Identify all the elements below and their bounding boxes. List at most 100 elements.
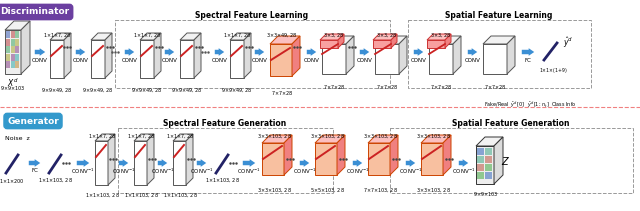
Text: CONV: CONV bbox=[357, 58, 373, 62]
Text: CONV$^{-1}$: CONV$^{-1}$ bbox=[151, 166, 175, 176]
Text: CONV: CONV bbox=[212, 58, 228, 62]
Polygon shape bbox=[180, 33, 201, 40]
Polygon shape bbox=[173, 134, 193, 141]
Text: CONV$^{-1}$: CONV$^{-1}$ bbox=[112, 166, 136, 176]
Text: $1{\times}1{\times}(1{+}9)$: $1{\times}1{\times}(1{+}9)$ bbox=[539, 66, 567, 75]
Bar bbox=[485, 172, 492, 179]
Polygon shape bbox=[270, 44, 292, 76]
Text: $7{\times}7{\times}28$: $7{\times}7{\times}28$ bbox=[430, 83, 452, 91]
Polygon shape bbox=[391, 34, 397, 48]
Text: CONV: CONV bbox=[32, 58, 48, 62]
Bar bbox=[6, 46, 10, 53]
Text: $1{\times}1{\times}103,\,28$: $1{\times}1{\times}103,\,28$ bbox=[205, 177, 239, 184]
Polygon shape bbox=[154, 33, 161, 78]
Polygon shape bbox=[230, 33, 251, 40]
Bar bbox=[408, 20, 591, 88]
Text: $9{\times}9{\times}49,\,28$: $9{\times}9{\times}49,\,28$ bbox=[41, 87, 73, 95]
Text: $1{\times}1{\times}7,\,28$: $1{\times}1{\times}7,\,28$ bbox=[166, 133, 195, 140]
Text: CONV$^{-1}$: CONV$^{-1}$ bbox=[346, 166, 370, 176]
Text: FC: FC bbox=[31, 169, 38, 173]
Text: CONV: CONV bbox=[162, 58, 178, 62]
Text: $1{\times}1{\times}200$: $1{\times}1{\times}200$ bbox=[0, 177, 25, 185]
Polygon shape bbox=[399, 36, 407, 74]
Polygon shape bbox=[453, 36, 461, 74]
Polygon shape bbox=[315, 143, 337, 175]
Text: CONV$^{-1}$: CONV$^{-1}$ bbox=[237, 166, 260, 176]
Bar bbox=[485, 148, 492, 155]
Text: CONV: CONV bbox=[304, 58, 320, 62]
Text: $1{\times}1{\times}103,\,28$: $1{\times}1{\times}103,\,28$ bbox=[38, 177, 72, 184]
Polygon shape bbox=[134, 141, 147, 185]
Text: $3{\times}3{\times}103,\,28$: $3{\times}3{\times}103,\,28$ bbox=[415, 187, 451, 195]
Bar bbox=[15, 54, 19, 61]
Polygon shape bbox=[244, 33, 251, 78]
Polygon shape bbox=[50, 33, 71, 40]
Text: $3{\times}3,\,28$: $3{\times}3,\,28$ bbox=[376, 31, 398, 39]
Polygon shape bbox=[91, 40, 105, 78]
Text: CONV$^{-1}$: CONV$^{-1}$ bbox=[71, 166, 95, 176]
Polygon shape bbox=[390, 135, 398, 175]
Bar bbox=[6, 31, 10, 38]
Text: $3{\times}3,\,28$: $3{\times}3,\,28$ bbox=[323, 31, 345, 39]
Text: CONV: CONV bbox=[465, 58, 481, 62]
Bar bbox=[15, 38, 19, 46]
Bar bbox=[15, 46, 19, 53]
Polygon shape bbox=[5, 21, 30, 30]
Text: $1{\times}1{\times}7,\,28$: $1{\times}1{\times}7,\,28$ bbox=[43, 31, 71, 39]
Polygon shape bbox=[270, 36, 300, 44]
Polygon shape bbox=[427, 40, 445, 48]
Text: CONV: CONV bbox=[122, 58, 138, 62]
Polygon shape bbox=[262, 143, 284, 175]
Text: Spatial Feature Generation: Spatial Feature Generation bbox=[452, 119, 570, 128]
Text: CONV$^{-1}$: CONV$^{-1}$ bbox=[399, 166, 422, 176]
Text: Spectral Feature Learning: Spectral Feature Learning bbox=[195, 11, 308, 20]
Polygon shape bbox=[368, 143, 390, 175]
Polygon shape bbox=[346, 36, 354, 74]
Bar bbox=[6, 54, 10, 61]
Polygon shape bbox=[230, 40, 244, 78]
Text: $7{\times}7{\times}28$: $7{\times}7{\times}28$ bbox=[484, 83, 506, 91]
Text: $1{\times}1{\times}7,\,28$: $1{\times}1{\times}7,\,28$ bbox=[88, 133, 116, 140]
Bar bbox=[477, 172, 484, 179]
Polygon shape bbox=[292, 36, 300, 76]
Polygon shape bbox=[173, 141, 186, 185]
Bar bbox=[115, 20, 390, 88]
Polygon shape bbox=[50, 40, 64, 78]
Polygon shape bbox=[427, 34, 451, 40]
Polygon shape bbox=[95, 134, 115, 141]
Polygon shape bbox=[91, 33, 112, 40]
Polygon shape bbox=[338, 34, 344, 48]
Text: $3{\times}3,\,28$: $3{\times}3,\,28$ bbox=[430, 31, 452, 39]
Text: $7{\times}7{\times}103,\,28$: $7{\times}7{\times}103,\,28$ bbox=[362, 187, 397, 195]
Polygon shape bbox=[368, 135, 398, 143]
Text: Noise  z: Noise z bbox=[5, 136, 29, 141]
Text: Spatial Feature Learning: Spatial Feature Learning bbox=[445, 11, 553, 20]
Polygon shape bbox=[373, 34, 397, 40]
Text: $\hat{y}^d$: $\hat{y}^d$ bbox=[563, 36, 573, 50]
Polygon shape bbox=[21, 21, 30, 74]
Polygon shape bbox=[194, 33, 201, 78]
Text: $9{\times}9{\times}49,\,28$: $9{\times}9{\times}49,\,28$ bbox=[131, 87, 163, 95]
Polygon shape bbox=[421, 143, 443, 175]
Bar bbox=[10, 31, 15, 38]
Text: $7{\times}7{\times}28$: $7{\times}7{\times}28$ bbox=[323, 83, 345, 91]
Polygon shape bbox=[262, 135, 292, 143]
Polygon shape bbox=[95, 141, 108, 185]
Bar bbox=[10, 54, 15, 61]
Text: $3{\times}3{\times}103,\,28$: $3{\times}3{\times}103,\,28$ bbox=[257, 187, 291, 195]
Bar bbox=[485, 156, 492, 163]
Text: $9{\times}9{\times}49,\,28$: $9{\times}9{\times}49,\,28$ bbox=[171, 87, 203, 95]
Text: $9{\times}9{\times}49,\,28$: $9{\times}9{\times}49,\,28$ bbox=[221, 87, 253, 95]
Text: CONV: CONV bbox=[73, 58, 89, 62]
Text: $3{\times}3{\times}49,\,28$: $3{\times}3{\times}49,\,28$ bbox=[266, 31, 298, 39]
Polygon shape bbox=[443, 135, 451, 175]
Text: CONV$^{-1}$: CONV$^{-1}$ bbox=[190, 166, 214, 176]
Polygon shape bbox=[429, 36, 461, 44]
Polygon shape bbox=[483, 36, 515, 44]
Text: $1{\times}1{\times}103,\,28$: $1{\times}1{\times}103,\,28$ bbox=[124, 192, 159, 199]
Text: $1{\times}1{\times}7,\,28$: $1{\times}1{\times}7,\,28$ bbox=[132, 31, 161, 39]
Polygon shape bbox=[134, 134, 154, 141]
Bar bbox=[15, 61, 19, 68]
Text: $1{\times}1{\times}7,\,28$: $1{\times}1{\times}7,\,28$ bbox=[127, 133, 156, 140]
Polygon shape bbox=[375, 44, 399, 74]
